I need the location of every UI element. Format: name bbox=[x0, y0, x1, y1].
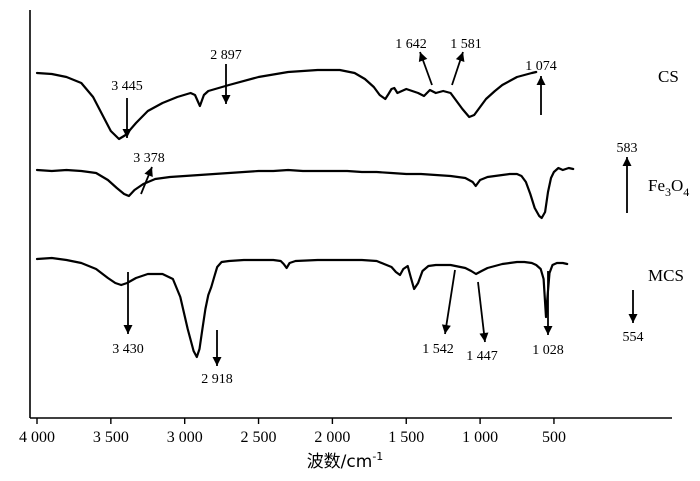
peak-arrowhead bbox=[144, 167, 153, 178]
x-tick-label: 2 500 bbox=[241, 429, 277, 446]
spectra-group bbox=[35, 68, 575, 359]
series-line-fe3o4 bbox=[35, 166, 575, 220]
series-labels: CS Fe3O4 MCS bbox=[648, 67, 689, 285]
peak-annotation: 3 445 bbox=[111, 79, 143, 138]
x-tick-label: 3 500 bbox=[93, 429, 129, 446]
peak-annotation: 2 918 bbox=[201, 330, 233, 387]
peak-arrowhead bbox=[455, 52, 465, 62]
x-tick-label: 500 bbox=[542, 429, 566, 446]
peak-label: 1 642 bbox=[395, 37, 427, 52]
x-tick-label: 4 000 bbox=[19, 429, 55, 446]
peak-label: 3 445 bbox=[111, 79, 143, 94]
axes bbox=[29, 10, 672, 419]
series-line-cs bbox=[35, 68, 538, 141]
peak-arrowhead bbox=[543, 326, 553, 335]
series-line-mcs bbox=[35, 256, 569, 359]
x-ticks: 4 000 3 500 3 000 2 500 2 000 1 500 1 000 500 bbox=[19, 418, 566, 446]
peak-annotations: 3 445 2 897 1 642 1 581 1 074 3 378 583 3 430 2 … bbox=[111, 37, 643, 387]
peak-annotation: 1 074 bbox=[525, 59, 557, 115]
series-label-cs: CS bbox=[658, 67, 679, 86]
peak-arrowhead bbox=[418, 52, 428, 62]
x-tick-label: 3 000 bbox=[167, 429, 203, 446]
peak-arrowhead bbox=[123, 325, 133, 334]
peak-arrowhead bbox=[212, 357, 222, 366]
series-label-mcs: MCS bbox=[648, 266, 684, 285]
peak-annotation: 1 447 bbox=[466, 281, 498, 364]
peak-label: 1 581 bbox=[450, 37, 482, 52]
peak-annotation: 2 897 bbox=[210, 48, 242, 104]
series-label-fe3o4: Fe3O4 bbox=[648, 176, 689, 199]
peak-annotation: 1 542 bbox=[422, 269, 456, 357]
peak-annotation: 1 642 bbox=[395, 37, 433, 86]
peak-arrowhead bbox=[441, 324, 451, 334]
x-tick-label: 1 000 bbox=[462, 429, 498, 446]
peak-label: 3 378 bbox=[133, 151, 165, 166]
peak-label: 1 447 bbox=[466, 349, 498, 364]
peak-annotation: 554 bbox=[623, 290, 644, 345]
peak-arrow-line bbox=[477, 281, 486, 343]
peak-annotation: 1 028 bbox=[532, 271, 564, 358]
peak-label: 583 bbox=[617, 141, 638, 156]
peak-annotation: 3 430 bbox=[112, 272, 144, 357]
peak-label: 2 918 bbox=[201, 372, 233, 387]
peak-arrowhead bbox=[221, 95, 231, 104]
peak-arrowhead bbox=[122, 129, 132, 138]
peak-arrow-line bbox=[444, 269, 456, 335]
peak-arrowhead bbox=[536, 76, 546, 85]
peak-arrowhead bbox=[622, 157, 632, 166]
peak-annotation: 1 581 bbox=[450, 37, 482, 86]
peak-arrowhead bbox=[628, 314, 638, 323]
peak-label: 3 430 bbox=[112, 342, 144, 357]
peak-arrowhead bbox=[479, 332, 489, 342]
peak-label: 554 bbox=[623, 330, 644, 345]
peak-annotation: 3 378 bbox=[133, 151, 165, 195]
peak-label: 1 028 bbox=[532, 343, 564, 358]
peak-annotation: 583 bbox=[617, 141, 638, 213]
x-axis-title: 波数/cm-1 bbox=[307, 450, 384, 472]
x-tick-label: 1 500 bbox=[388, 429, 424, 446]
x-axis-title-superscript: -1 bbox=[372, 450, 383, 463]
x-tick-label: 2 000 bbox=[314, 429, 350, 446]
peak-label: 1 542 bbox=[422, 342, 454, 357]
peak-label: 1 074 bbox=[525, 59, 557, 74]
peak-label: 2 897 bbox=[210, 48, 242, 63]
